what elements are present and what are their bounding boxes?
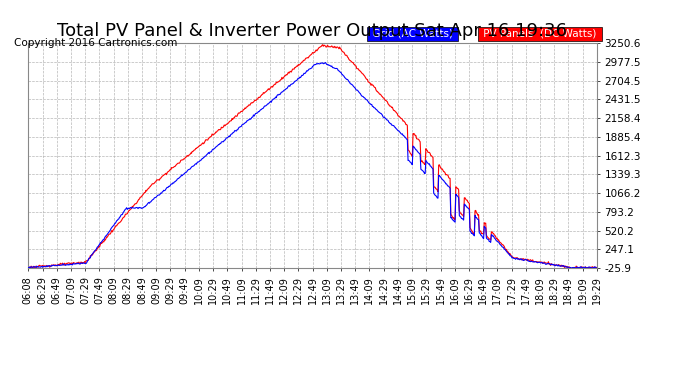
Text: Grid (AC Watts): Grid (AC Watts) [369, 28, 456, 39]
Title: Total PV Panel & Inverter Power Output Sat Apr 16 19:36: Total PV Panel & Inverter Power Output S… [57, 22, 567, 40]
Text: PV Panels  (DC Watts): PV Panels (DC Watts) [480, 28, 600, 39]
Text: Copyright 2016 Cartronics.com: Copyright 2016 Cartronics.com [14, 38, 177, 48]
